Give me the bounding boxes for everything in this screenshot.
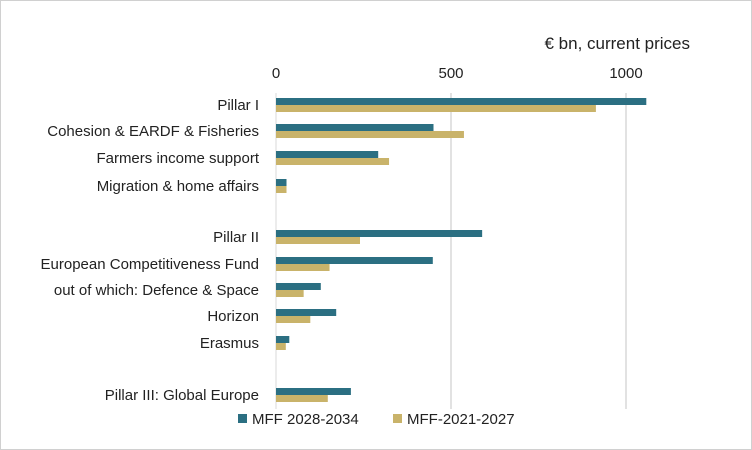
unit-label: € bn, current prices [544, 34, 690, 53]
category-label: Farmers income support [96, 150, 259, 167]
bar-mff-2028-2034 [276, 336, 290, 343]
category-label: Pillar II [213, 229, 259, 246]
category-label: Erasmus [200, 335, 259, 352]
legend-label: MFF-2021-2027 [407, 411, 515, 428]
bar-mff-2021-2027 [276, 186, 287, 193]
x-tick-label: 0 [272, 65, 280, 82]
category-label: Migration & home affairs [97, 178, 259, 195]
legend-swatch [238, 414, 247, 423]
bar-mff-2028-2034 [276, 124, 434, 131]
bar-mff-2021-2027 [276, 290, 304, 297]
bar-mff-2021-2027 [276, 316, 311, 323]
bar-mff-2028-2034 [276, 309, 337, 316]
category-label: Pillar I [217, 97, 259, 114]
bars [276, 98, 647, 402]
bar-mff-2021-2027 [276, 395, 328, 402]
legend-label: MFF 2028-2034 [252, 411, 359, 428]
bar-mff-2021-2027 [276, 131, 464, 138]
bar-mff-2028-2034 [276, 283, 321, 290]
bar-mff-2028-2034 [276, 151, 379, 158]
x-tick-label: 500 [438, 65, 463, 82]
bar-mff-2021-2027 [276, 237, 360, 244]
x-tick-labels: 0 500 1000 [272, 65, 643, 82]
bar-mff-2028-2034 [276, 230, 483, 237]
legend: MFF 2028-2034 MFF-2021-2027 [238, 411, 515, 428]
category-label: out of which: Defence & Space [54, 282, 259, 299]
gridlines [275, 93, 627, 409]
bar-mff-2021-2027 [276, 343, 286, 350]
category-labels: Pillar I Cohesion & EARDF & Fisheries Farm… [41, 97, 260, 404]
bar-mff-2028-2034 [276, 98, 647, 105]
legend-swatch [393, 414, 402, 423]
bar-mff-2021-2027 [276, 158, 390, 165]
category-label: European Competitiveness Fund [41, 256, 259, 273]
bar-mff-2028-2034 [276, 257, 433, 264]
category-label: Cohesion & EARDF & Fisheries [47, 123, 259, 140]
bar-mff-2028-2034 [276, 179, 287, 186]
category-label: Pillar III: Global Europe [105, 387, 259, 404]
x-tick-label: 1000 [609, 65, 642, 82]
bar-mff-2028-2034 [276, 388, 351, 395]
category-label: Horizon [207, 308, 259, 325]
bar-mff-2021-2027 [276, 264, 330, 271]
bar-mff-2021-2027 [276, 105, 596, 112]
